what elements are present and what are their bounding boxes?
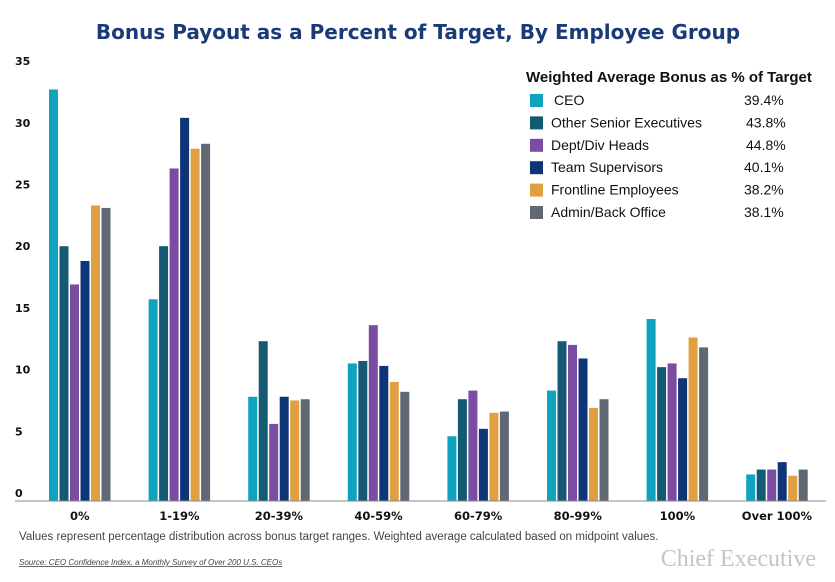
bar-team-supervisors-0	[80, 261, 90, 501]
legend-item: Frontline Employees 38.2%	[530, 182, 784, 198]
bar-dept-div-heads-3	[368, 325, 378, 501]
source-link[interactable]: Source: CEO Confidence Index, a Monthly …	[19, 558, 282, 567]
bar-other-senior-executives-3	[358, 360, 368, 501]
y-tick-label: 25	[15, 179, 30, 192]
bar-frontline-employees-1	[190, 148, 200, 502]
bar-other-senior-executives-1	[159, 246, 169, 501]
bar-ceo-2	[248, 396, 258, 501]
bar-admin-back-office-4	[499, 411, 509, 501]
legend-value: 38.1%	[744, 204, 784, 220]
legend: Weighted Average Bonus as % of Target CE…	[526, 69, 812, 220]
bar-frontline-employees-0	[91, 205, 100, 501]
bar-team-supervisors-2	[279, 396, 289, 501]
bar-dept-div-heads-4	[468, 390, 478, 501]
legend-label: Dept/Div Heads	[551, 137, 649, 153]
legend-label: Frontline Employees	[551, 182, 679, 198]
y-tick-label: 35	[15, 55, 30, 68]
legend-item: Team Supervisors 40.1%	[530, 159, 784, 175]
legend-swatch	[530, 206, 543, 219]
y-tick-label: 5	[15, 425, 23, 438]
bar-team-supervisors-6	[678, 378, 688, 501]
bar-frontline-employees-3	[389, 381, 399, 501]
bar-team-supervisors-4	[478, 428, 488, 501]
legend-item: Other Senior Executives 43.8%	[530, 114, 786, 130]
legend-label: CEO	[554, 92, 584, 108]
y-tick-label: 15	[15, 302, 30, 315]
bar-ceo-3	[347, 363, 357, 501]
legend-swatch	[530, 116, 543, 130]
y-tick-label: 0	[15, 487, 23, 500]
bar-other-senior-executives-7	[756, 469, 766, 501]
bar-ceo-6	[646, 319, 656, 501]
legend-value: 40.1%	[744, 159, 784, 175]
x-tick-label: 40-59%	[354, 509, 403, 523]
bar-admin-back-office-6	[699, 347, 709, 501]
x-tick-label: 80-99%	[554, 509, 603, 523]
bar-ceo-4	[447, 436, 457, 501]
bar-team-supervisors-7	[777, 462, 787, 501]
bar-frontline-employees-7	[788, 475, 798, 501]
x-tick-label: Over 100%	[742, 509, 813, 523]
bar-admin-back-office-1	[201, 143, 211, 501]
bar-admin-back-office-5	[599, 399, 609, 501]
bar-frontline-employees-4	[489, 412, 499, 501]
legend-swatch	[530, 138, 543, 152]
bars	[49, 89, 808, 502]
x-tick-label: 60-79%	[454, 509, 503, 523]
legend-label: Other Senior Executives	[551, 114, 702, 130]
legend-swatch	[530, 161, 543, 175]
bar-ceo-1	[148, 299, 158, 501]
x-tick-label: 0%	[70, 509, 90, 523]
bar-other-senior-executives-2	[258, 341, 268, 501]
bar-dept-div-heads-7	[767, 469, 777, 501]
bar-admin-back-office-2	[300, 399, 310, 501]
bar-ceo-0	[49, 89, 58, 502]
bar-other-senior-executives-4	[457, 399, 467, 501]
bar-team-supervisors-5	[578, 358, 588, 501]
y-tick-label: 30	[15, 117, 31, 130]
legend-item: Admin/Back Office 38.1%	[530, 204, 784, 220]
x-axis: 0% 1-19% 20-39% 40-59% 60-79% 80-99% 100% Over …	[70, 509, 813, 523]
x-tick-label: 1-19%	[159, 509, 200, 523]
legend-value: 38.2%	[744, 182, 784, 198]
legend-value: 44.8%	[746, 137, 786, 153]
bar-dept-div-heads-2	[269, 423, 279, 501]
x-tick-label: 100%	[660, 509, 696, 523]
legend-swatch	[530, 183, 543, 197]
bar-team-supervisors-1	[180, 117, 190, 501]
bar-frontline-employees-6	[688, 337, 698, 501]
bar-ceo-7	[746, 474, 756, 501]
chief-executive-logo: Chief Executive	[661, 546, 816, 572]
chart-note: Values represent percentage distribution…	[19, 531, 659, 543]
bar-frontline-employees-2	[290, 400, 300, 501]
legend-swatch	[530, 94, 543, 107]
bar-dept-div-heads-1	[169, 168, 179, 501]
legend-item: CEO 39.4%	[530, 92, 784, 108]
bar-other-senior-executives-0	[59, 246, 69, 501]
bar-admin-back-office-7	[798, 469, 808, 501]
x-tick-label: 20-39%	[255, 509, 304, 523]
bar-frontline-employees-5	[589, 407, 598, 501]
legend-label: Team Supervisors	[551, 159, 663, 175]
y-tick-label: 20	[15, 240, 31, 253]
legend-item: Dept/Div Heads 44.8%	[530, 137, 786, 153]
bar-dept-div-heads-0	[70, 284, 79, 501]
bar-dept-div-heads-6	[667, 363, 677, 501]
legend-title: Weighted Average Bonus as % of Target	[526, 69, 812, 86]
bar-admin-back-office-0	[101, 207, 111, 502]
bar-admin-back-office-3	[400, 391, 410, 501]
legend-label: Admin/Back Office	[551, 204, 666, 220]
legend-value: 39.4%	[744, 92, 784, 108]
legend-value: 43.8%	[746, 114, 786, 130]
bar-other-senior-executives-6	[657, 367, 667, 501]
y-tick-label: 10	[15, 364, 31, 377]
y-axis: 0 5 10 15 20 25 30 35	[15, 55, 31, 500]
bar-ceo-5	[547, 390, 556, 501]
bar-team-supervisors-3	[379, 365, 389, 501]
bar-dept-div-heads-5	[568, 344, 577, 501]
bar-other-senior-executives-5	[557, 341, 567, 501]
chart-title: Bonus Payout as a Percent of Target, By …	[96, 20, 740, 44]
